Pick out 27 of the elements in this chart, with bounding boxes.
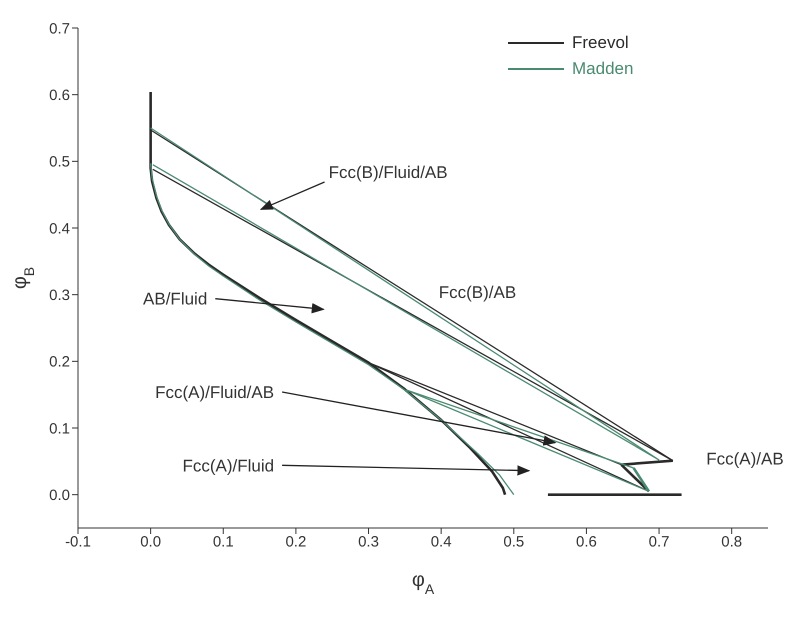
annotation: Fcc(B)/Fluid/AB bbox=[328, 163, 448, 182]
x-tick-label: 0.6 bbox=[576, 534, 597, 551]
annotation: AB/Fluid bbox=[143, 290, 208, 309]
y-tick-label: 0.3 bbox=[49, 286, 70, 304]
x-tick-label: 0.5 bbox=[503, 534, 524, 551]
x-tick-label: 0.2 bbox=[285, 534, 306, 551]
legend-label: Freevol bbox=[572, 33, 629, 53]
y-tick-label: 0.1 bbox=[49, 420, 70, 438]
y-tick-label: 0.2 bbox=[49, 354, 70, 371]
x-tick-label: 0.3 bbox=[358, 534, 379, 551]
annotation: Fcc(A)/Fluid/AB bbox=[155, 383, 274, 402]
y-tick-label: 0.7 bbox=[49, 20, 70, 38]
y-tick-label: 0.0 bbox=[49, 486, 70, 504]
y-tick-label: 0.5 bbox=[49, 154, 70, 171]
x-tick-label: 0.8 bbox=[721, 534, 742, 551]
x-tick-label: 0.7 bbox=[648, 534, 670, 551]
x-tick-label: 0.1 bbox=[212, 534, 234, 551]
x-axis-title: φ$_{A}$ bbox=[412, 569, 435, 597]
y-tick-label: 0.6 bbox=[49, 86, 70, 104]
x-tick-label: 0.4 bbox=[430, 534, 452, 551]
annotation: Fcc(A)/AB bbox=[706, 450, 784, 469]
x-tick-label: -0.1 bbox=[65, 534, 91, 551]
annotation: Fcc(A)/Fluid bbox=[182, 456, 274, 476]
x-tick-label: 0.0 bbox=[140, 534, 162, 551]
annotation: Fcc(B)/AB bbox=[438, 283, 516, 302]
y-tick-label: 0.4 bbox=[49, 220, 70, 238]
legend-label: Madden bbox=[572, 59, 634, 79]
